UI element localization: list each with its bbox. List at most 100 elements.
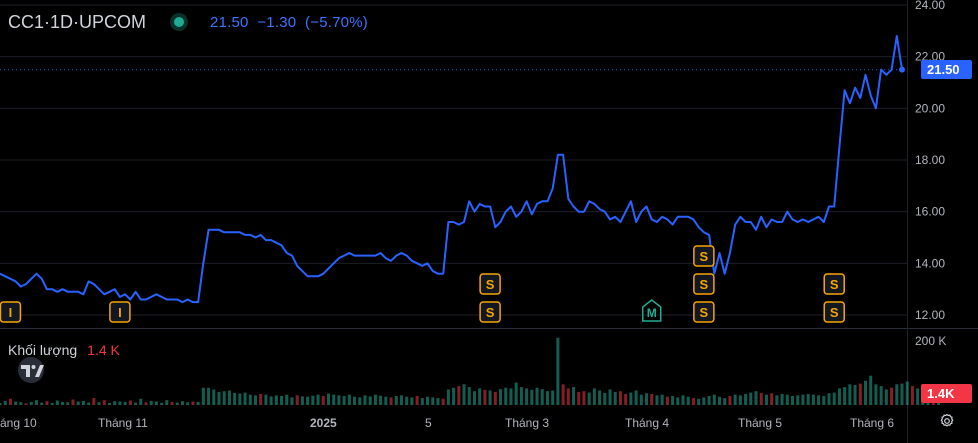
volume-bar: [754, 391, 758, 405]
volume-bar: [118, 401, 122, 405]
volume-bar: [410, 397, 414, 405]
price-axis-label[interactable]: 18.00: [915, 153, 945, 167]
volume-bar: [905, 381, 909, 405]
volume-bar: [775, 395, 779, 405]
volume-bar: [452, 387, 456, 405]
volume-bar: [514, 382, 518, 405]
volume-bar: [238, 393, 242, 405]
volume-bar: [81, 400, 85, 405]
volume-bar: [61, 401, 65, 405]
time-axis-label[interactable]: 5: [425, 416, 432, 430]
price-change: −1.30: [257, 13, 297, 31]
event-marker-i[interactable]: I: [109, 301, 131, 323]
volume-bar: [832, 392, 836, 405]
time-axis-label[interactable]: Tháng 4: [625, 416, 669, 430]
volume-bar: [363, 395, 367, 405]
symbol-legend[interactable]: CC1 · 1D · UPCOM 21.50 −1.30 (−5.70%): [8, 11, 368, 33]
volume-bar: [488, 390, 492, 405]
price-axis-label[interactable]: 12.00: [915, 308, 945, 322]
gear-icon[interactable]: [939, 413, 955, 429]
event-marker-label: S: [486, 277, 495, 292]
price-axis-label[interactable]: 16.00: [915, 205, 945, 219]
volume-bar: [243, 392, 247, 405]
volume-axis-label[interactable]: 200 K: [915, 334, 946, 348]
volume-bar: [712, 394, 716, 405]
event-marker-m[interactable]: M: [641, 299, 662, 322]
volume-bar: [436, 398, 440, 405]
time-axis-label[interactable]: Tháng 3: [505, 416, 549, 430]
event-marker-s[interactable]: S: [693, 273, 715, 295]
volume-bar: [97, 402, 101, 405]
volume-bar: [796, 395, 800, 405]
interval-label: 1D: [50, 11, 74, 32]
volume-bar: [107, 402, 111, 405]
time-axis-label[interactable]: áng 10: [0, 416, 37, 430]
volume-bar: [499, 389, 503, 405]
volume-bar: [326, 393, 330, 405]
volume-bar: [274, 395, 278, 405]
volume-bar: [624, 393, 628, 405]
volume-bar: [201, 387, 205, 405]
price-axis-label[interactable]: 24.00: [915, 0, 945, 12]
volume-bar: [545, 391, 549, 405]
event-marker-s[interactable]: S: [479, 273, 501, 295]
volume-bar: [853, 384, 857, 405]
volume-bar: [691, 398, 695, 405]
event-marker-s[interactable]: S: [479, 301, 501, 323]
volume-bar: [457, 386, 461, 405]
volume-bar: [160, 402, 164, 405]
volume-bar: [144, 402, 148, 405]
event-marker-s[interactable]: S: [823, 273, 845, 295]
volume-bar: [530, 389, 534, 405]
volume-bar: [66, 402, 70, 405]
event-marker-s[interactable]: S: [823, 301, 845, 323]
volume-legend[interactable]: Khối lượng 1.4 K: [8, 342, 120, 358]
event-marker-label: S: [830, 277, 839, 292]
volume-bar: [572, 387, 576, 405]
time-axis-label[interactable]: Tháng 11: [98, 416, 148, 430]
volume-bar: [519, 387, 523, 405]
volume-bar: [311, 395, 315, 405]
volume-bar: [890, 387, 894, 405]
volume-bar: [697, 398, 701, 405]
volume-bar: [879, 386, 883, 405]
volume-bar: [676, 397, 680, 405]
price-axis-label[interactable]: 14.00: [915, 256, 945, 270]
volume-bar: [300, 396, 304, 405]
volume-bar: [358, 397, 362, 405]
volume-bar: [598, 390, 602, 405]
volume-bar: [858, 383, 862, 405]
volume-bar: [446, 389, 450, 405]
volume-bar: [645, 393, 649, 405]
volume-bar: [92, 398, 96, 405]
volume-bar: [707, 396, 711, 405]
volume-bar: [40, 402, 44, 405]
time-axis-label[interactable]: Tháng 6: [850, 416, 894, 430]
volume-bar: [186, 402, 190, 405]
time-axis-label[interactable]: 2025: [310, 416, 337, 430]
volume-bar: [280, 396, 284, 405]
volume-bar: [399, 395, 403, 405]
event-marker-label: I: [118, 305, 122, 320]
price-axis-label[interactable]: 20.00: [915, 101, 945, 115]
volume-bar: [368, 396, 372, 405]
volume-bar: [587, 392, 591, 405]
volume-bar: [316, 394, 320, 405]
event-marker-i[interactable]: I: [0, 301, 22, 323]
volume-bar: [764, 394, 768, 405]
volume-bar: [686, 396, 690, 405]
volume-bar: [811, 394, 815, 405]
event-marker-s[interactable]: S: [693, 301, 715, 323]
event-marker-s[interactable]: S: [693, 245, 715, 267]
volume-bar: [780, 393, 784, 405]
volume-bar: [639, 394, 643, 405]
volume-bar: [420, 398, 424, 405]
volume-bar: [222, 391, 226, 405]
tradingview-logo-icon[interactable]: [11, 356, 51, 384]
volume-bar: [603, 392, 607, 405]
volume-bar: [801, 394, 805, 405]
exchange-label: UPCOM: [79, 11, 147, 32]
time-axis-label[interactable]: Tháng 5: [738, 416, 782, 430]
